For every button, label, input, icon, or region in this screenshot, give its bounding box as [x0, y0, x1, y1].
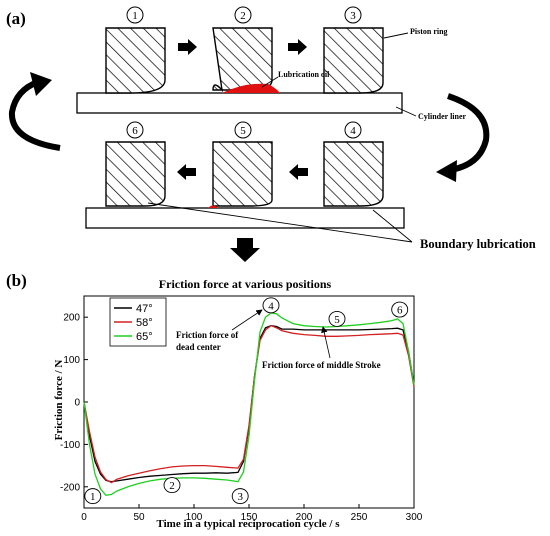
cycle-arrow-right: [447, 93, 490, 173]
annotation-dead-center-line1: Friction force of: [176, 330, 239, 340]
position-marker-6: [391, 301, 409, 318]
annotation-lines: [147, 32, 417, 243]
panel-b-label: (b): [6, 271, 27, 290]
position-marker-label-6: 6: [397, 305, 403, 317]
lubrication-oil-bottom: [208, 205, 218, 208]
x-tick-label: 150: [241, 512, 258, 523]
cycle-arrows: [8, 72, 490, 182]
label-lubrication-oil: Lubrication oil: [278, 70, 330, 79]
position-marker-2: [163, 477, 181, 494]
cycle-arrow-left-head: [30, 72, 52, 96]
series-line-3: [83, 312, 415, 497]
panel-a-label: (a): [6, 9, 26, 28]
x-tick-label: 250: [351, 512, 368, 523]
y-tick-label: 200: [63, 313, 80, 324]
piston-ring-1: [105, 27, 166, 94]
legend-label-1: 47°: [136, 303, 153, 315]
position-label-1: 1: [132, 10, 138, 22]
x-tick-label: 100: [186, 512, 203, 523]
piston-ring-2: [212, 27, 273, 93]
position-marker-label-2: 2: [169, 480, 175, 492]
y-axis-label: Friction force / N: [53, 360, 65, 441]
label-cylinder-liner: Cylinder liner: [418, 112, 467, 121]
position-marker-3: [231, 488, 249, 505]
series-line-2: [83, 324, 415, 484]
y-tick-label: 100: [63, 355, 80, 366]
x-tick-label: 300: [406, 512, 423, 523]
middle-stroke-arrow: [321, 326, 331, 359]
sequence-arrows: [177, 39, 308, 262]
piston-ring-3: [323, 27, 384, 94]
series-line-1: [83, 325, 415, 483]
y-tick-label: -100: [60, 440, 80, 451]
position-labels: 1 2 3 4 5 6: [126, 6, 362, 139]
arrow-left-2: [177, 164, 196, 180]
position-label-3: 3: [350, 10, 356, 22]
position-label-5: 5: [240, 125, 246, 137]
piston-ring-4: [323, 141, 384, 207]
piston-ring-5: [212, 141, 273, 207]
annotation-middle-stroke: Friction force of middle Stroke: [262, 360, 381, 370]
position-label-2: 2: [240, 10, 246, 22]
x-tick-label: 0: [81, 512, 87, 523]
chart-series: [83, 312, 415, 497]
cylinder-liner-bottom: [85, 207, 405, 229]
label-boundary-lubrication: Boundary lubrication: [420, 237, 536, 251]
panel-b: (b) Friction force at various positions …: [6, 271, 423, 530]
x-axis-label: Time in a typical reciprocation cycle / …: [156, 518, 340, 530]
position-label-6: 6: [132, 125, 138, 137]
y-tick-label: 0: [74, 398, 80, 409]
x-tick-label: 200: [296, 512, 313, 523]
label-piston-ring: Piston ring: [410, 27, 448, 36]
position-marker-label-3: 3: [237, 491, 243, 503]
x-tick-label: 50: [133, 512, 145, 523]
arrow-left-1: [289, 164, 308, 180]
cycle-arrow-right-head: [436, 160, 457, 182]
position-marker-5: [328, 310, 346, 327]
chart-title: Friction force at various positions: [159, 277, 332, 291]
cycle-arrow-left: [8, 79, 61, 151]
position-label-4: 4: [350, 125, 356, 137]
position-marker-4: [262, 297, 280, 314]
legend-label-3: 65°: [136, 331, 153, 343]
arrow-right-2: [288, 39, 307, 55]
arrow-right-1: [178, 39, 197, 55]
panel-a: (a) 1 2 3 4 5 6: [6, 6, 536, 262]
position-marker-1: [84, 488, 102, 505]
chart-markers: 1 2 3 4 5 6: [84, 297, 409, 505]
cylinder-liner-top: [76, 92, 403, 114]
annotation-dead-center-line2: dead center: [176, 342, 221, 352]
position-marker-label-1: 1: [90, 491, 96, 503]
dead-center-arrow: [231, 309, 263, 331]
piston-ring-6: [105, 141, 166, 207]
arrow-down: [230, 238, 260, 262]
legend-label-2: 58°: [136, 317, 153, 329]
y-tick-label: -200: [60, 482, 80, 493]
lubrication-oil-top: [222, 83, 280, 93]
chart-legend: 47° 58° 65°: [109, 297, 167, 347]
position-marker-label-5: 5: [334, 314, 340, 326]
position-marker-label-4: 4: [268, 300, 274, 312]
